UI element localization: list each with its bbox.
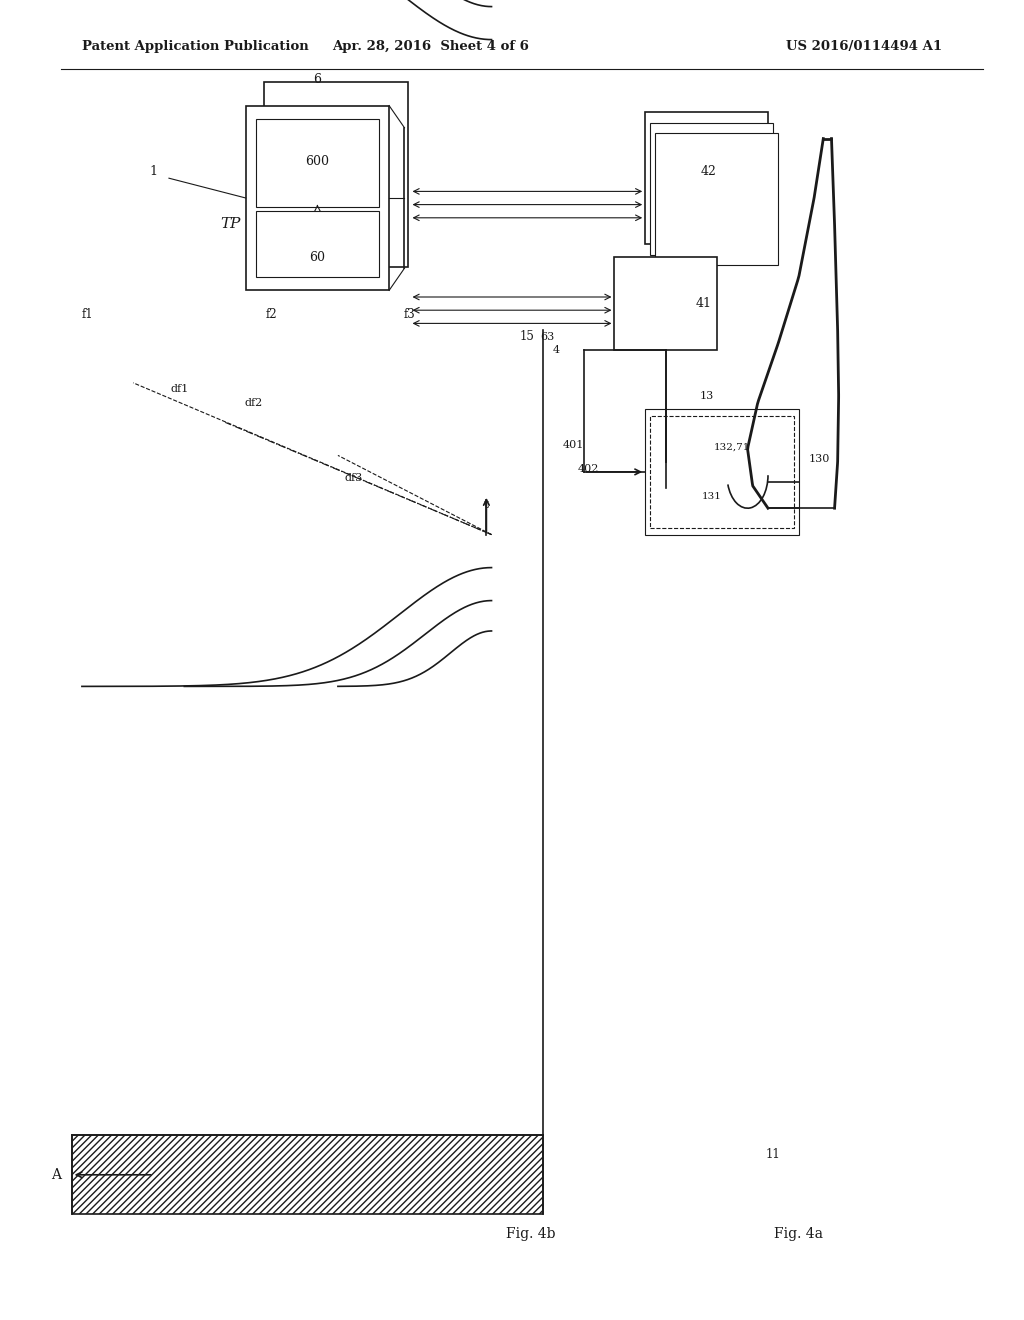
Text: 1: 1 xyxy=(150,165,158,178)
Text: 131: 131 xyxy=(701,492,722,502)
Text: 15: 15 xyxy=(520,330,535,343)
Text: US 2016/0114494 A1: US 2016/0114494 A1 xyxy=(786,40,942,53)
Text: Patent Application Publication: Patent Application Publication xyxy=(82,40,308,53)
Bar xyxy=(256,211,379,277)
Text: t: t xyxy=(484,498,488,511)
Text: f3: f3 xyxy=(403,308,416,321)
Text: 402: 402 xyxy=(579,463,599,474)
Text: f2: f2 xyxy=(265,308,278,321)
Bar xyxy=(72,1135,543,1214)
Text: Fig. 4b: Fig. 4b xyxy=(506,1228,555,1241)
Text: 63: 63 xyxy=(541,331,555,342)
Bar xyxy=(645,112,768,244)
Text: 13: 13 xyxy=(699,391,714,401)
Text: TP: TP xyxy=(220,218,241,231)
Text: 11: 11 xyxy=(766,1148,780,1162)
Text: df1: df1 xyxy=(170,384,188,395)
Text: 4: 4 xyxy=(553,345,559,355)
Text: df3: df3 xyxy=(344,473,362,483)
Bar xyxy=(246,106,389,290)
Bar xyxy=(650,416,794,528)
Text: 600: 600 xyxy=(305,154,330,168)
Text: 132,71: 132,71 xyxy=(714,442,751,451)
Text: 41: 41 xyxy=(695,297,712,310)
Text: 130: 130 xyxy=(809,454,829,463)
Text: A: A xyxy=(51,1168,61,1181)
Bar xyxy=(655,133,778,265)
Text: df2: df2 xyxy=(245,397,263,408)
Bar xyxy=(264,82,408,267)
Bar xyxy=(645,409,799,535)
Text: 6: 6 xyxy=(313,73,322,86)
Bar xyxy=(614,257,717,350)
Text: Fig. 4a: Fig. 4a xyxy=(774,1228,823,1241)
Text: 60: 60 xyxy=(309,251,326,264)
Text: Apr. 28, 2016  Sheet 4 of 6: Apr. 28, 2016 Sheet 4 of 6 xyxy=(332,40,528,53)
Bar xyxy=(650,123,773,255)
Text: 42: 42 xyxy=(700,165,717,178)
Text: 401: 401 xyxy=(563,440,584,450)
Bar xyxy=(256,119,379,207)
Text: f1: f1 xyxy=(81,308,93,321)
